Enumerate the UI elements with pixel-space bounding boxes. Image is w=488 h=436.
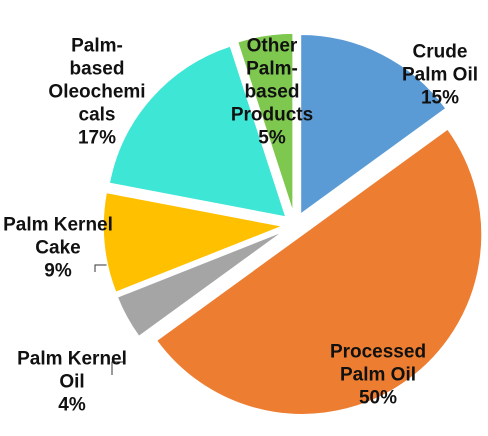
slice-label: Palm Kernel Oil 4% — [12, 348, 132, 417]
category-label: Other Palm-based Products — [230, 35, 314, 126]
value-label: 50% — [358, 387, 398, 409]
pie-slice — [155, 127, 483, 416]
value-label: 4% — [58, 394, 86, 416]
pie-slice — [108, 44, 288, 219]
pie-slice — [116, 230, 285, 338]
category-label: Palm Kernel Cake — [3, 214, 113, 259]
slice-label: Palm Kernel Cake 9% — [0, 214, 118, 283]
leader-line — [94, 264, 110, 272]
leader-line — [111, 361, 125, 375]
category-label: Processed Palm Oil — [329, 341, 427, 386]
value-label: 17% — [77, 127, 117, 149]
slice-label: Processed Palm Oil 50% — [318, 341, 438, 410]
slice-label: Palm-based Oleochemicals 17% — [45, 35, 150, 150]
value-label: 5% — [258, 127, 286, 149]
pie-slice — [236, 32, 294, 214]
slice-label: Other Palm-based Products 5% — [225, 35, 320, 150]
pie-slice — [102, 191, 286, 294]
category-label: Palm Kernel Oil — [17, 348, 127, 393]
slice-label: Crude Palm Oil 15% — [390, 41, 488, 110]
category-label: Palm-based Oleochemicals — [48, 35, 146, 126]
category-label: Crude Palm Oil — [401, 41, 479, 86]
value-label: 15% — [420, 87, 460, 109]
value-label: 9% — [44, 260, 72, 282]
pie-slice — [299, 33, 448, 216]
